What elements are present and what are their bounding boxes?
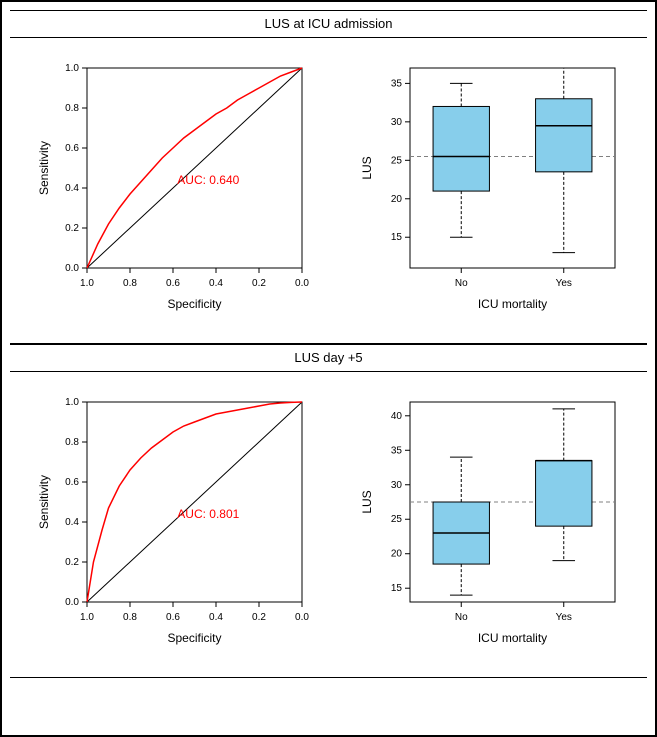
svg-text:25: 25 xyxy=(391,155,403,166)
roc-chart: AUC: 0.640 1.0 0.8 0.6 0.4 0.2 0.0 0.0 0.2 0.4 0… xyxy=(32,58,312,318)
svg-text:0.4: 0.4 xyxy=(209,278,223,289)
x-axis-label: Specificity xyxy=(167,297,221,311)
panel-title: LUS day +5 xyxy=(294,350,362,365)
x-axis-label: Specificity xyxy=(167,631,221,645)
svg-text:20: 20 xyxy=(391,194,403,205)
svg-text:1.0: 1.0 xyxy=(65,63,79,74)
svg-text:No: No xyxy=(455,278,468,289)
svg-text:0.6: 0.6 xyxy=(65,143,79,154)
svg-text:0.8: 0.8 xyxy=(123,278,137,289)
panel: LUS at ICU admission AUC: 0.640 1.0 0.8 0.… xyxy=(10,10,647,344)
svg-text:Yes: Yes xyxy=(556,278,572,289)
panel-title-bar: LUS at ICU admission xyxy=(10,10,647,38)
svg-text:0.4: 0.4 xyxy=(209,612,223,623)
svg-text:0.6: 0.6 xyxy=(166,278,180,289)
svg-text:0.8: 0.8 xyxy=(123,612,137,623)
roc-container: AUC: 0.640 1.0 0.8 0.6 0.4 0.2 0.0 0.0 0.2 0.4 0… xyxy=(32,58,312,323)
svg-text:0.2: 0.2 xyxy=(252,612,266,623)
svg-text:20: 20 xyxy=(391,549,403,560)
svg-text:Yes: Yes xyxy=(556,612,572,623)
svg-text:0.8: 0.8 xyxy=(65,437,79,448)
svg-text:0.8: 0.8 xyxy=(65,103,79,114)
svg-text:0.2: 0.2 xyxy=(65,223,79,234)
svg-text:1.0: 1.0 xyxy=(80,278,94,289)
boxplot-box xyxy=(536,68,592,253)
boxplot-container: 15 20 25 30 35 40 No Yes ICU mortality LUS xyxy=(355,392,625,657)
svg-text:25: 25 xyxy=(391,514,403,525)
boxplot-box xyxy=(433,83,489,237)
svg-text:15: 15 xyxy=(391,232,403,243)
svg-text:30: 30 xyxy=(391,480,403,491)
roc-chart: AUC: 0.801 1.0 0.8 0.6 0.4 0.2 0.0 0.0 0.2 0.4 0… xyxy=(32,392,312,652)
svg-text:0.2: 0.2 xyxy=(252,278,266,289)
svg-text:0.0: 0.0 xyxy=(295,612,309,623)
panels-container: LUS at ICU admission AUC: 0.640 1.0 0.8 0.… xyxy=(10,10,647,678)
panel: LUS day +5 AUC: 0.801 1.0 0.8 0.6 0.4 0.2 0.0… xyxy=(10,344,647,678)
svg-text:0.4: 0.4 xyxy=(65,517,79,528)
y-axis-label: Sensitivity xyxy=(37,141,51,195)
auc-label: AUC: 0.801 xyxy=(177,507,239,521)
x-axis-label: ICU mortality xyxy=(478,631,547,645)
svg-text:40: 40 xyxy=(391,411,403,422)
svg-text:1.0: 1.0 xyxy=(80,612,94,623)
auc-label: AUC: 0.640 xyxy=(177,173,239,187)
x-axis-label: ICU mortality xyxy=(478,297,547,311)
svg-text:0.0: 0.0 xyxy=(65,263,79,274)
figure-page: LUS at ICU admission AUC: 0.640 1.0 0.8 0.… xyxy=(0,0,657,737)
svg-text:1.0: 1.0 xyxy=(65,397,79,408)
svg-text:0.2: 0.2 xyxy=(65,557,79,568)
svg-text:35: 35 xyxy=(391,445,403,456)
svg-text:0.6: 0.6 xyxy=(166,612,180,623)
svg-text:30: 30 xyxy=(391,117,403,128)
svg-text:No: No xyxy=(455,612,468,623)
y-axis-label: LUS xyxy=(360,156,374,179)
boxplot-box xyxy=(536,409,592,561)
panel-body: AUC: 0.801 1.0 0.8 0.6 0.4 0.2 0.0 0.0 0.2 0.4 0… xyxy=(10,372,647,677)
svg-text:0.6: 0.6 xyxy=(65,477,79,488)
svg-text:0.0: 0.0 xyxy=(65,597,79,608)
svg-text:35: 35 xyxy=(391,78,403,89)
panel-title-bar: LUS day +5 xyxy=(10,344,647,372)
boxplot-chart: 15 20 25 30 35 No Yes ICU mortality LUS xyxy=(355,58,625,318)
svg-text:0.4: 0.4 xyxy=(65,183,79,194)
panel-title: LUS at ICU admission xyxy=(265,16,393,31)
y-axis-label: LUS xyxy=(360,490,374,513)
boxplot-chart: 15 20 25 30 35 40 No Yes ICU mortality LUS xyxy=(355,392,625,652)
panel-body: AUC: 0.640 1.0 0.8 0.6 0.4 0.2 0.0 0.0 0.2 0.4 0… xyxy=(10,38,647,343)
roc-container: AUC: 0.801 1.0 0.8 0.6 0.4 0.2 0.0 0.0 0.2 0.4 0… xyxy=(32,392,312,657)
svg-text:0.0: 0.0 xyxy=(295,278,309,289)
y-axis-label: Sensitivity xyxy=(37,475,51,529)
boxplot-container: 15 20 25 30 35 No Yes ICU mortality LUS xyxy=(355,58,625,323)
boxplot-box xyxy=(433,457,489,595)
svg-text:15: 15 xyxy=(391,583,403,594)
